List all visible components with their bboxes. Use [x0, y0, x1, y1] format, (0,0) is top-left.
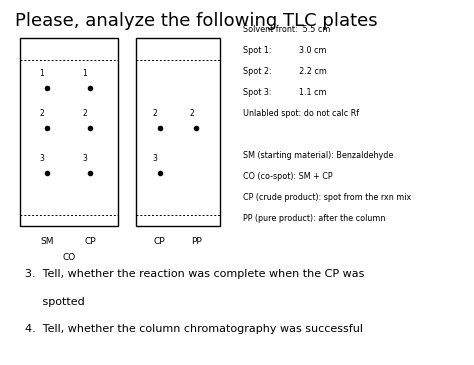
- Text: Spot 2:           2.2 cm: Spot 2: 2.2 cm: [243, 67, 327, 76]
- Text: SM (starting material): Benzaldehyde: SM (starting material): Benzaldehyde: [243, 151, 393, 160]
- Text: 4.  Tell, whether the column chromatography was successful: 4. Tell, whether the column chromatograp…: [25, 324, 363, 334]
- Text: Spot 1:           3.0 cm: Spot 1: 3.0 cm: [243, 46, 327, 55]
- Text: 3: 3: [152, 154, 157, 163]
- FancyBboxPatch shape: [20, 38, 118, 226]
- Text: CP: CP: [84, 237, 96, 246]
- Text: 3: 3: [82, 154, 87, 163]
- Text: spotted: spotted: [25, 297, 84, 307]
- Text: Solvent front:  5.5 cm: Solvent front: 5.5 cm: [243, 25, 330, 34]
- Text: Spot 3:           1.1 cm: Spot 3: 1.1 cm: [243, 88, 327, 97]
- Text: CO (co-spot): SM + CP: CO (co-spot): SM + CP: [243, 172, 333, 181]
- Text: PP (pure product): after the column: PP (pure product): after the column: [243, 214, 385, 223]
- Text: SM: SM: [41, 237, 54, 246]
- Text: 3: 3: [39, 154, 44, 163]
- Text: PP: PP: [191, 237, 202, 246]
- Text: 2: 2: [152, 109, 157, 118]
- Text: CP: CP: [154, 237, 165, 246]
- Text: CP (crude product): spot from the rxn mix: CP (crude product): spot from the rxn mi…: [243, 193, 411, 202]
- Text: 2: 2: [39, 109, 44, 118]
- Text: CO: CO: [62, 253, 75, 262]
- Text: Please, analyze the following TLC plates: Please, analyze the following TLC plates: [15, 12, 378, 30]
- Text: 3.  Tell, whether the reaction was complete when the CP was: 3. Tell, whether the reaction was comple…: [25, 269, 364, 280]
- Text: 1: 1: [82, 69, 87, 78]
- Text: 2: 2: [82, 109, 87, 118]
- Text: 1: 1: [39, 69, 44, 78]
- Text: 2: 2: [189, 109, 194, 118]
- FancyBboxPatch shape: [136, 38, 220, 226]
- Text: Unlabled spot: do not calc Rf: Unlabled spot: do not calc Rf: [243, 109, 359, 118]
